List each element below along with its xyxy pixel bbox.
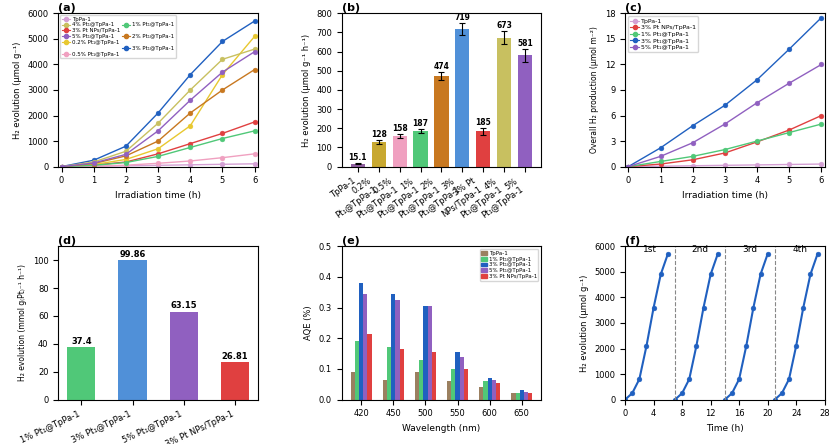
Legend: TpPa-1, 3% Pt NPs/TpPa-1, 1% Pt₁@TpPa-1, 3% Pt₁@TpPa-1, 5% Pt₁@TpPa-1: TpPa-1, 3% Pt NPs/TpPa-1, 1% Pt₁@TpPa-1,…: [628, 16, 698, 52]
Bar: [118, 261, 147, 400]
Legend: TpPa-1, 4% Pt₁@TpPa-1, 3% Pt NPs/TpPa-1, 5% Pt₁@TpPa-1, 0.2% Pt₁@TpPa-1, , 0.5% : TpPa-1, 4% Pt₁@TpPa-1, 3% Pt NPs/TpPa-1,…: [60, 15, 176, 58]
Text: 2nd: 2nd: [691, 245, 709, 254]
Bar: [351, 164, 365, 166]
Bar: [464, 369, 468, 400]
Y-axis label: AQE (%): AQE (%): [304, 305, 313, 340]
Y-axis label: H₂ evolution (μmol g⁻¹): H₂ evolution (μmol g⁻¹): [580, 274, 589, 372]
Text: 474: 474: [433, 62, 450, 71]
Bar: [67, 348, 96, 400]
X-axis label: Wavelength (nm): Wavelength (nm): [402, 424, 481, 433]
Bar: [396, 300, 400, 400]
Text: 187: 187: [412, 119, 429, 128]
Text: 37.4: 37.4: [71, 337, 92, 346]
Y-axis label: H₂ evolution (mmol g₍Pt₎⁻¹ h⁻¹): H₂ evolution (mmol g₍Pt₎⁻¹ h⁻¹): [18, 265, 27, 381]
Text: 99.86: 99.86: [119, 250, 146, 259]
Bar: [392, 136, 407, 166]
Text: (a): (a): [58, 3, 76, 12]
Bar: [447, 381, 451, 400]
Bar: [355, 341, 359, 400]
Text: 719: 719: [455, 13, 471, 22]
Text: 1st: 1st: [643, 245, 657, 254]
Y-axis label: H₂ evolution (μmol g⁻¹): H₂ evolution (μmol g⁻¹): [12, 41, 22, 139]
Bar: [359, 283, 363, 400]
Bar: [497, 38, 511, 166]
Bar: [170, 312, 197, 400]
Y-axis label: H₂ evolution (μmol g⁻¹ h⁻¹): H₂ evolution (μmol g⁻¹ h⁻¹): [302, 33, 311, 147]
Legend: TpPa-1, 1% Pt₁@TpPa-1, 3% Pt₁@TpPa-1, 5% Pt₁@TpPa-1, 3% Pt NPs/TpPa-1: TpPa-1, 1% Pt₁@TpPa-1, 3% Pt₁@TpPa-1, 5%…: [480, 249, 538, 281]
Bar: [431, 352, 436, 400]
Bar: [392, 294, 396, 400]
Bar: [476, 131, 491, 166]
Bar: [221, 362, 249, 400]
Text: 128: 128: [371, 130, 387, 139]
Bar: [383, 380, 387, 400]
Bar: [528, 393, 532, 400]
Bar: [487, 378, 491, 400]
Text: 15.1: 15.1: [349, 153, 367, 163]
Bar: [451, 369, 456, 400]
Bar: [456, 352, 460, 400]
Bar: [518, 56, 532, 166]
Text: (d): (d): [58, 235, 77, 246]
Bar: [419, 360, 423, 400]
Text: 63.15: 63.15: [170, 301, 197, 310]
Bar: [351, 372, 355, 400]
Text: 581: 581: [517, 39, 533, 48]
Bar: [434, 76, 449, 166]
Bar: [460, 357, 464, 400]
Bar: [511, 393, 516, 400]
Bar: [456, 29, 470, 166]
Bar: [491, 380, 496, 400]
Bar: [520, 390, 524, 400]
Bar: [415, 372, 419, 400]
X-axis label: Irradiation time (h): Irradiation time (h): [682, 191, 768, 200]
Text: 3rd: 3rd: [742, 245, 757, 254]
Bar: [387, 348, 392, 400]
Y-axis label: Overall H₂ production (μmol m⁻²): Overall H₂ production (μmol m⁻²): [591, 27, 599, 153]
Text: 26.81: 26.81: [222, 352, 248, 361]
Bar: [367, 334, 372, 400]
Text: (f): (f): [625, 235, 641, 246]
Bar: [496, 383, 500, 400]
Bar: [516, 393, 520, 400]
Text: 158: 158: [392, 124, 407, 134]
Text: (e): (e): [342, 235, 360, 246]
Bar: [400, 349, 404, 400]
Text: 185: 185: [476, 118, 491, 127]
Text: (b): (b): [342, 3, 360, 12]
Bar: [372, 142, 386, 166]
Bar: [427, 306, 431, 400]
X-axis label: Time (h): Time (h): [706, 424, 744, 433]
Bar: [524, 392, 528, 400]
X-axis label: Irradiation time (h): Irradiation time (h): [115, 191, 201, 200]
Bar: [483, 381, 487, 400]
Bar: [479, 387, 483, 400]
Text: 4th: 4th: [792, 245, 807, 254]
Bar: [423, 306, 427, 400]
Text: 673: 673: [496, 21, 512, 30]
Bar: [413, 131, 427, 166]
Text: (c): (c): [625, 3, 642, 12]
Bar: [363, 294, 367, 400]
